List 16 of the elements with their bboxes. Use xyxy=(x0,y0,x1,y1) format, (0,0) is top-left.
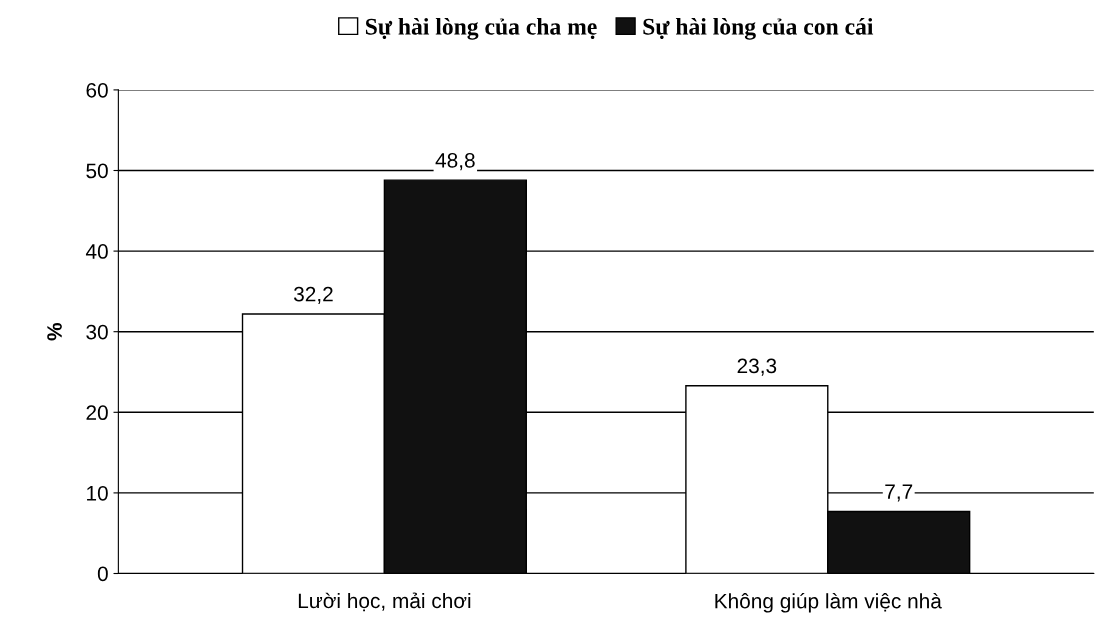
y-tick-label: 40 xyxy=(85,244,108,259)
x-tick-label: Lười học, mải chơi xyxy=(298,592,471,612)
data-label: 48,8 xyxy=(435,152,475,171)
y-axis-title: % xyxy=(47,322,62,341)
data-label: 23,3 xyxy=(737,358,777,376)
y-tick-label: 30 xyxy=(86,324,108,340)
legend-label: Sự hài lòng của con cái xyxy=(643,18,874,40)
y-tick-label: 50 xyxy=(86,163,108,179)
data-label: 7,7 xyxy=(885,484,913,502)
x-tick-label: Không giúp làm việc nhà xyxy=(715,592,942,613)
data-label: 32,2 xyxy=(293,286,333,304)
y-tick-label: 60 xyxy=(86,82,108,98)
y-tick-label: 0 xyxy=(97,566,108,582)
y-tick-label: 20 xyxy=(86,405,108,421)
legend-label: Sự hài lòng của cha mẹ xyxy=(365,18,597,40)
y-tick-label: 10 xyxy=(87,485,108,501)
